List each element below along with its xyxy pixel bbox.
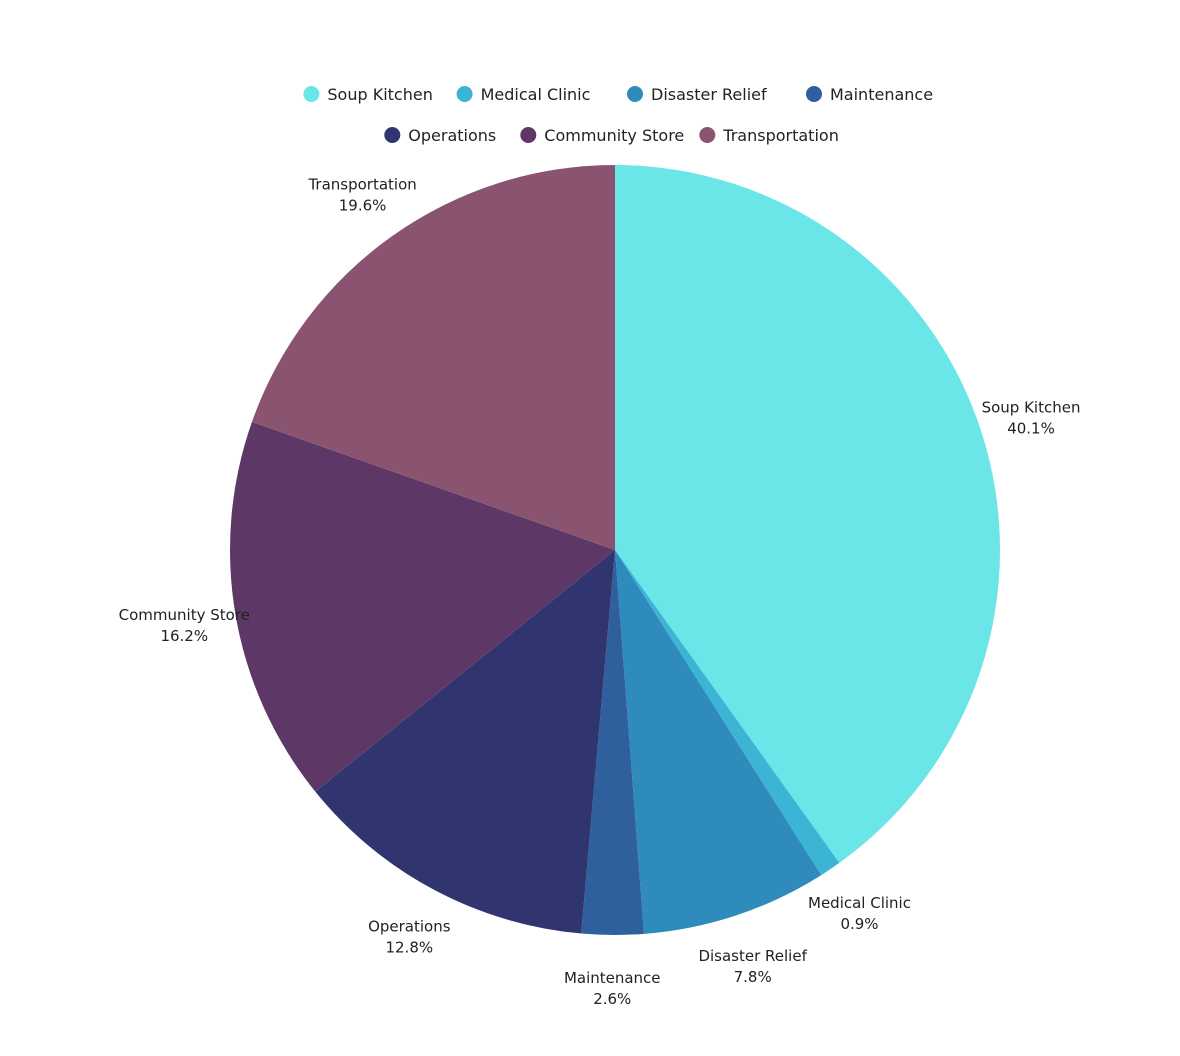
- pie-slice-medical-clinic: [615, 550, 840, 876]
- slice-labels: Soup Kitchen 40.1% Medical Clinic 0.9% Disas…: [119, 175, 1081, 1008]
- slice-value-medical-clinic: 0.9%: [840, 915, 878, 933]
- legend-label-maintenance: Maintenance: [830, 85, 933, 104]
- legend-label-soup-kitchen: Soup Kitchen: [327, 85, 432, 104]
- legend-marker-transportation: [699, 127, 716, 143]
- legend-marker-community-store: [520, 127, 537, 143]
- slice-label-operations: Operations: [368, 918, 451, 936]
- pie-slice-soup-kitchen: [615, 165, 1000, 863]
- legend-marker-maintenance: [806, 86, 822, 102]
- legend-marker-operations: [384, 127, 401, 143]
- pie-slice-community-store: [229, 421, 615, 792]
- legend-marker-disaster-relief: [627, 86, 643, 102]
- slice-label-disaster-relief: Disaster Relief: [698, 947, 807, 965]
- legend-label-operations: Operations: [408, 126, 496, 145]
- legend-label-medical-clinic: Medical Clinic: [481, 85, 591, 104]
- slice-value-community-store: 16.2%: [160, 627, 208, 645]
- slice-label-medical-clinic: Medical Clinic: [808, 894, 911, 912]
- slice-value-disaster-relief: 7.8%: [734, 968, 772, 986]
- legend-label-transportation: Transportation: [722, 126, 839, 145]
- slice-label-soup-kitchen: Soup Kitchen: [982, 398, 1081, 416]
- slice-value-operations: 12.8%: [385, 939, 433, 957]
- slice-value-soup-kitchen: 40.1%: [1007, 419, 1055, 437]
- slice-label-community-store: Community Store: [119, 606, 250, 624]
- pie-slice-transportation: [251, 165, 615, 550]
- legend-marker-medical-clinic: [456, 86, 473, 102]
- pie-slice-operations: [315, 550, 615, 934]
- slice-label-transportation: Transportation: [307, 175, 416, 193]
- pie-slices: [229, 165, 1000, 935]
- slice-label-maintenance: Maintenance: [564, 969, 661, 987]
- slice-value-transportation: 19.6%: [339, 196, 387, 214]
- slice-value-maintenance: 2.6%: [593, 990, 631, 1008]
- legend-marker-soup-kitchen: [303, 86, 320, 102]
- pie-slice-maintenance: [581, 550, 645, 935]
- chart-legend: Soup Kitchen Medical Clinic Disaster Relie…: [303, 85, 933, 145]
- pie-slice-disaster-relief: [615, 550, 822, 934]
- legend-label-disaster-relief: Disaster Relief: [651, 85, 767, 104]
- legend-label-community-store: Community Store: [544, 126, 684, 145]
